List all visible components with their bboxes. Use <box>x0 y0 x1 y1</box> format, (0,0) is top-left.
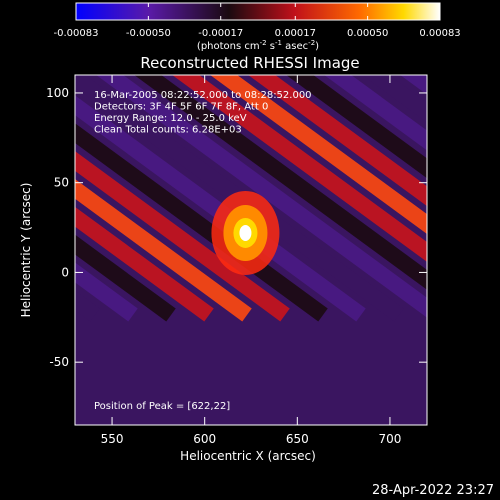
colorbar <box>75 2 441 21</box>
chart-title: Reconstructed RHESSI Image <box>140 54 359 72</box>
emission-band <box>324 75 427 151</box>
emission-band <box>0 0 19 315</box>
emission-band <box>362 75 427 123</box>
peak-position-label: Position of Peak = [622,22] <box>94 401 230 412</box>
emission-band <box>286 75 427 179</box>
footer-timestamp: 28-Apr-2022 23:27 <box>372 483 494 498</box>
emission-band <box>75 151 290 322</box>
x-axis-label: Heliocentric X (arcsec) <box>180 449 316 463</box>
annotation-line: 16-Mar-2005 08:22:52.000 to 08:28:52.000 <box>94 90 312 101</box>
emission-band <box>134 75 427 290</box>
x-tick-label: 650 <box>286 432 309 446</box>
x-tick-label: 600 <box>193 432 216 446</box>
heatmap-image <box>0 0 500 425</box>
plot-frame <box>74 74 428 426</box>
y-tick-label: 100 <box>46 86 69 100</box>
emission-blobs <box>211 190 280 275</box>
colorbar-tick-label: -0.00050 <box>126 28 171 39</box>
y-tick-label: 50 <box>54 176 69 190</box>
emission-band <box>483 0 500 315</box>
annotation-line: Clean Total counts: 6.28E+03 <box>94 125 242 136</box>
peak-max <box>239 224 252 241</box>
colorbar-ticks: -0.00083 -0.00050 -0.00017 0.00017 0.00050 0.… <box>54 3 461 39</box>
colorbar-tick-label: -0.00017 <box>198 28 243 39</box>
emission-band <box>0 0 399 315</box>
colorbar-tick-label: 0.00017 <box>275 28 316 39</box>
colorbar-tick-label: -0.00083 <box>54 28 99 39</box>
emission-band <box>445 0 500 315</box>
observation-annotations: 16-Mar-2005 08:22:52.000 to 08:28:52.000… <box>94 90 312 136</box>
emission-band <box>210 75 427 234</box>
emission-band <box>172 75 427 262</box>
x-tick-label: 700 <box>378 432 401 446</box>
emission-band <box>248 75 427 207</box>
emission-band <box>75 178 252 322</box>
annotation-line: Detectors: 3F 4F 5F 6F 7F 8F, Att 0 <box>94 102 268 113</box>
emission-band <box>96 75 427 318</box>
annotation-line: Energy Range: 12.0 - 25.0 keV <box>94 113 247 124</box>
colorbar-tick-label: 0.00083 <box>419 28 460 39</box>
colorbar-tick-label: 0.00050 <box>347 28 388 39</box>
colorbar-unit-label: (photons cm-2 s-1 asec-2) <box>197 39 319 52</box>
emission-band <box>75 206 214 322</box>
y-tick-label: -50 <box>49 355 69 369</box>
x-tick-label: 550 <box>101 432 124 446</box>
y-axis-label: Heliocentric Y (arcsec) <box>19 183 33 318</box>
y-tick-label: 0 <box>61 265 69 279</box>
axis-ticks: 550 600 650 700 -50 0 50 100 <box>46 75 427 446</box>
